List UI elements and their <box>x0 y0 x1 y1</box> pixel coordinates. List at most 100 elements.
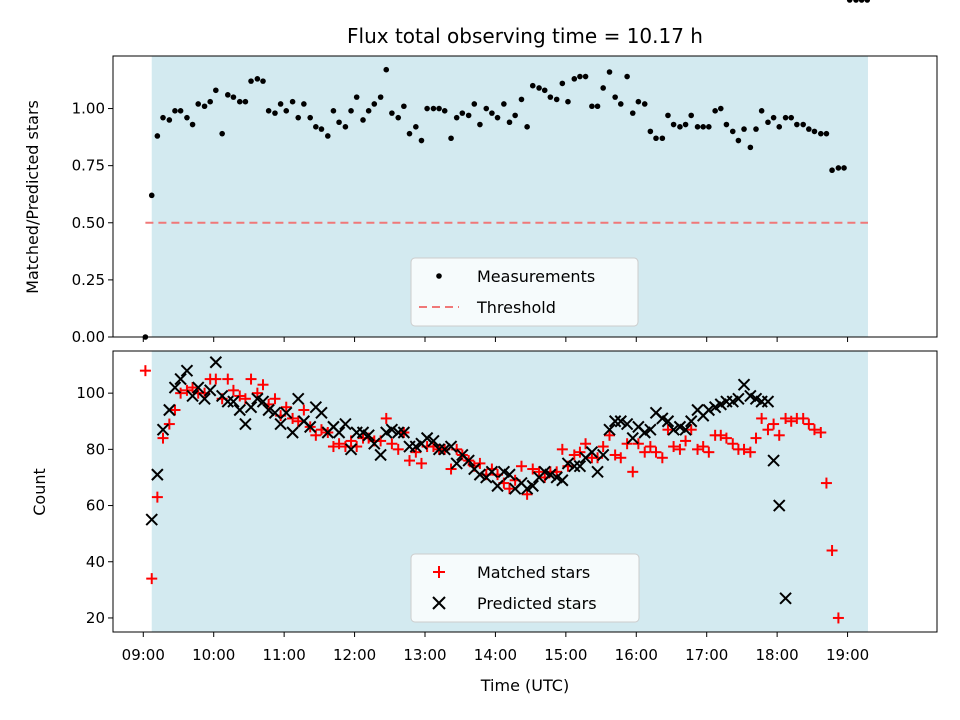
measurement-point <box>853 0 859 3</box>
matched-stars-point <box>680 435 692 447</box>
matched-stars-points <box>139 365 844 624</box>
matched-stars-point <box>280 401 292 413</box>
predicted-stars-point <box>779 592 792 605</box>
predicted-stars-point <box>450 457 463 470</box>
measurement-point <box>823 130 830 137</box>
matched-stars-point <box>644 441 656 453</box>
predicted-stars-point <box>702 403 716 417</box>
measurement-point <box>800 121 806 128</box>
x-tick-label: 14:00 <box>474 646 517 664</box>
matched-stars-point <box>574 446 586 458</box>
measurement-point <box>325 133 331 139</box>
measurement-point <box>148 192 155 199</box>
measurement-point <box>841 165 847 171</box>
predicted-stars-point <box>332 426 346 439</box>
legend-predicted-marker <box>432 596 446 610</box>
matched-stars-point <box>773 429 785 441</box>
matched-stars-point <box>697 441 709 453</box>
measurement-point <box>641 101 648 107</box>
measurement-point <box>700 124 706 130</box>
matched-stars-point <box>269 393 281 405</box>
predicted-stars-point <box>180 364 194 377</box>
predicted-stars-point <box>644 423 657 436</box>
matched-stars-point <box>720 432 732 444</box>
matched-stars-point <box>738 443 750 455</box>
measurement-point <box>594 103 601 110</box>
measurement-point <box>272 110 278 116</box>
measurement-point <box>213 87 219 94</box>
measurement-point <box>694 124 701 130</box>
measurement-point <box>606 69 613 75</box>
measurement-point <box>424 105 430 112</box>
matched-stars-point <box>474 457 486 469</box>
predicted-stars-point <box>151 468 164 481</box>
measurement-point <box>289 98 296 105</box>
predicted-stars-point <box>732 392 745 405</box>
matched-stars-point <box>157 432 169 444</box>
measurement-point <box>177 108 184 114</box>
predicted-stars-point <box>568 460 581 473</box>
measurement-point <box>624 73 630 80</box>
matched-stars-point <box>292 415 304 427</box>
matched-stars-point <box>662 424 674 436</box>
predicted-stars-point <box>556 474 569 487</box>
matched-stars-point <box>445 463 457 475</box>
matched-stars-point <box>762 424 774 436</box>
matched-stars-point <box>181 384 193 396</box>
legend-matched-marker <box>433 566 445 578</box>
matched-stars-point <box>744 446 756 458</box>
matched-stars-point <box>169 404 181 416</box>
matched-stars-point <box>415 457 427 469</box>
matched-stars-point <box>146 573 158 585</box>
matched-stars-point <box>692 443 704 455</box>
measurement-point <box>313 124 319 130</box>
predicted-stars-point <box>614 415 627 428</box>
predicted-stars-point <box>156 423 170 436</box>
measurement-point <box>688 112 695 119</box>
measurement-point <box>653 135 659 142</box>
predicted-stars-point <box>620 417 634 431</box>
matched-stars-point <box>615 452 627 464</box>
measurement-point <box>518 96 525 103</box>
measurement-point <box>524 124 530 130</box>
measurement-point <box>682 121 689 128</box>
measurement-point <box>635 98 642 105</box>
matched-stars-point <box>222 373 234 385</box>
measurement-point <box>617 101 624 107</box>
x-tick-label: 09:00 <box>122 646 165 664</box>
matched-stars-point <box>756 412 768 424</box>
measurement-point <box>706 124 712 130</box>
y-tick-label: 0.50 <box>72 214 105 232</box>
matched-stars-point <box>780 412 792 424</box>
measurement-point <box>541 87 548 94</box>
measurement-point <box>184 114 190 121</box>
matched-stars-point <box>703 446 715 458</box>
predicted-stars-point <box>374 448 387 462</box>
x-tick-label: 19:00 <box>826 646 869 664</box>
predicted-stars-point <box>244 400 258 414</box>
x-axis-label: Time (UTC) <box>480 676 569 695</box>
predicted-stars-point <box>679 423 692 436</box>
x-tick-label: 11:00 <box>263 646 306 664</box>
measurement-point <box>166 117 173 123</box>
measurement-point <box>371 101 378 107</box>
predicted-stars-point <box>362 429 375 442</box>
predicted-stars-point <box>368 437 381 450</box>
measurement-point <box>577 73 583 80</box>
measurement-point <box>207 98 213 105</box>
predicted-stars-point <box>344 443 358 456</box>
legend-predicted-label: Predicted stars <box>477 594 597 613</box>
top-y-axis-label: Matched/Predicted stars <box>23 100 42 294</box>
matched-stars-point <box>287 412 299 424</box>
matched-stars-point <box>210 373 222 385</box>
y-tick-label: 0.75 <box>72 157 105 175</box>
measurement-point <box>659 135 666 142</box>
measurement-point <box>506 119 513 126</box>
measurement-point <box>765 119 771 126</box>
predicted-stars-point <box>767 454 780 467</box>
measurement-point <box>201 103 208 110</box>
predicted-stars-point <box>427 434 440 448</box>
bottom-y-axis-label: Count <box>30 468 49 516</box>
predicted-stars-point <box>591 465 604 479</box>
